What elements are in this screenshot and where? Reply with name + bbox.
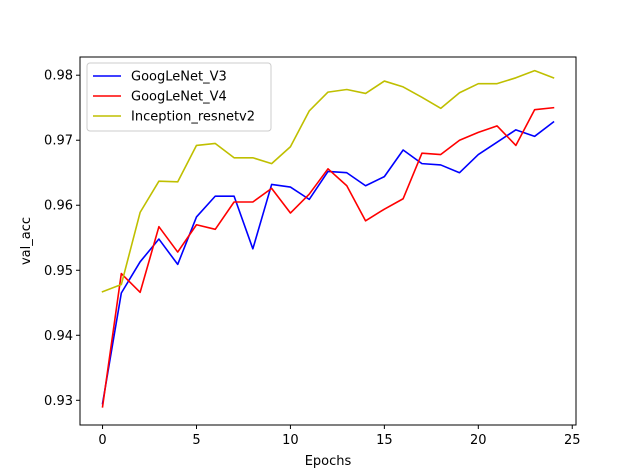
legend-label-Inception_resnetv2: Inception_resnetv2 [131,110,255,125]
x-tick-label-5: 5 [192,433,200,448]
y-tick-label-0.95: 0.95 [44,264,73,279]
y-tick-label-0.96: 0.96 [44,199,73,214]
series-line-GoogLeNet_V4 [101,106,555,408]
y-axis-label: val_acc [19,217,34,265]
y-tick-label-0.98: 0.98 [44,69,73,84]
legend-label-GoogLeNet_V4: GoogLeNet_V4 [131,90,227,105]
y-tick-label-0.94: 0.94 [44,329,73,344]
legend: GoogLeNet_V3 GoogLeNet_V4 Inception_resnet… [86,62,272,132]
series-line-Inception_resnetv2 [101,69,555,293]
x-axis-label: Epochs [305,454,352,469]
x-tick-label-0: 0 [98,433,106,448]
legend-label-GoogLeNet_V3: GoogLeNet_V3 [131,70,227,85]
axes-layer: 0 5 10 15 20 25 0.93 0.94 0.95 0.96 0.97 0.98 [44,56,581,448]
x-tick-label-25: 25 [564,433,581,448]
y-tick-label-0.93: 0.93 [44,394,73,409]
x-tick-label-20: 20 [470,433,487,448]
y-tick-label-0.97: 0.97 [44,134,73,149]
legend-box [86,62,272,132]
axes-frame [79,56,577,426]
series-line-GoogLeNet_V3 [101,120,555,405]
x-tick-label-15: 15 [376,433,393,448]
x-tick-label-10: 10 [282,433,299,448]
series-layer [101,69,555,408]
